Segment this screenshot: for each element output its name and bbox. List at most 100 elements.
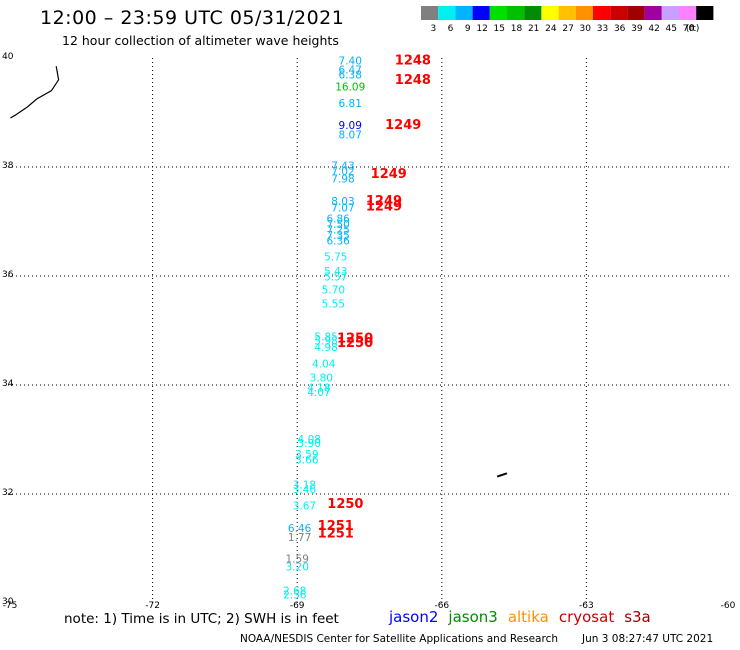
swh-value: 4.98 <box>314 342 337 354</box>
colorbar-label: 21 <box>528 24 539 34</box>
swh-value: 6.86 <box>326 214 350 226</box>
satellite-jason2: jason2 <box>389 608 439 626</box>
colorbar-label: 12 <box>476 24 487 34</box>
pass-time-label: 1250 <box>337 331 373 346</box>
lon-tick-label: -63 <box>579 601 594 611</box>
swh-value: 3.18 <box>293 480 316 492</box>
lat-tick-label: 40 <box>2 52 14 62</box>
credit-line: NOAA/NESDIS Center for Satellite Applica… <box>240 633 558 645</box>
satellite-legend: jason2 jason3 altika cryosat s3a <box>389 608 661 626</box>
colorbar-swatch <box>575 6 593 20</box>
coastline-bermuda <box>496 472 508 478</box>
colorbar-label: 33 <box>597 24 608 34</box>
footnote: note: 1) Time is in UTC; 2) SWH is in fe… <box>64 611 339 627</box>
colorbar-label: 45 <box>666 24 677 34</box>
swh-value: 3.90 <box>298 438 321 450</box>
swh-value: 3.59 <box>295 449 318 461</box>
swh-value: 3.20 <box>286 561 309 573</box>
colorbar-swatch <box>472 6 490 20</box>
lat-tick-label: 30 <box>2 597 14 607</box>
colorbar-swatch <box>696 6 714 20</box>
map-subtitle: 12 hour collection of altimeter wave hei… <box>62 33 339 48</box>
colorbar-swatch <box>644 6 662 20</box>
swh-value: 3.80 <box>310 373 333 385</box>
colorbar-label: 15 <box>494 24 505 34</box>
swh-value: 9.09 <box>339 120 362 132</box>
colorbar-label: 18 <box>511 24 523 34</box>
swh-value: 6.38 <box>339 70 362 82</box>
colorbar-label: 27 <box>562 24 573 34</box>
lon-tick-label: -69 <box>289 601 305 611</box>
satellite-cryosat: cryosat <box>558 608 615 626</box>
colorbar-swatch <box>541 6 559 20</box>
swh-value: 7.40 <box>339 56 362 68</box>
swh-value: 3.67 <box>293 500 316 512</box>
swh-value: 8.07 <box>339 130 362 142</box>
colorbar-label: 3 <box>430 24 436 34</box>
colorbar-label: 70 <box>683 24 695 34</box>
swh-value: 5.75 <box>324 252 347 264</box>
pass-time-label: 1251 <box>318 527 354 542</box>
pass-time-label: 1249 <box>366 194 402 209</box>
swh-value: 4.07 <box>307 387 330 399</box>
colorbar-swatch <box>661 6 679 20</box>
swh-value: 2.56 <box>283 590 307 602</box>
colorbar-label: 42 <box>648 24 659 34</box>
colorbar-label: 6 <box>448 24 454 34</box>
lat-tick-label: 38 <box>2 161 14 171</box>
pass-time-label: 1249 <box>366 200 402 215</box>
colorbar-label: 24 <box>545 24 557 34</box>
swh-value: 7.50 <box>326 219 349 231</box>
pass-time-label: 1248 <box>395 73 431 88</box>
colorbar-swatch <box>489 6 507 20</box>
pass-time-label: 1250 <box>337 336 373 351</box>
swh-value: 5.57 <box>324 271 347 283</box>
swh-value: 7.98 <box>331 173 354 185</box>
lon-tick-label: -72 <box>145 601 160 611</box>
swh-value: 6.36 <box>326 235 350 247</box>
pass-time-label: 1250 <box>327 497 363 512</box>
map-title: 12:00 – 23:59 UTC 05/31/2021 <box>40 7 345 29</box>
swh-value: 7.25 <box>326 224 349 236</box>
swh-value: 5.55 <box>322 299 345 311</box>
colorbar-swatch <box>438 6 456 20</box>
swh-value: 5.70 <box>322 284 345 296</box>
swh-value: 16.09 <box>335 82 365 94</box>
colorbar-swatch <box>679 6 697 20</box>
lat-tick-label: 32 <box>2 488 14 498</box>
lat-tick-label: 36 <box>2 270 14 280</box>
swh-value: 7.35 <box>326 230 349 242</box>
pass-time-label: 1251 <box>318 519 354 534</box>
colorbar-swatch <box>593 6 611 20</box>
swh-value: 7.02 <box>331 166 354 178</box>
colorbar-unit: (ft) <box>686 24 700 34</box>
satellite-jason3: jason3 <box>448 608 498 626</box>
swh-value: 1.77 <box>288 532 311 544</box>
swh-value: 7.43 <box>331 161 354 173</box>
colorbar-legend: 3 6 9 12 15 18 21 24 27 30 33 36 39 42 45 70(ft) <box>421 6 714 34</box>
colorbar-label: 30 <box>580 24 592 34</box>
colorbar-swatch <box>627 6 645 20</box>
colorbar-label: 39 <box>631 24 643 34</box>
swh-value: 6.81 <box>339 98 362 110</box>
swh-value: 6.46 <box>288 523 312 535</box>
swh-value: 3.66 <box>295 454 319 466</box>
credit-timestamp: Jun 3 08:27:47 UTC 2021 <box>582 633 714 645</box>
swh-value: 4.08 <box>298 434 321 446</box>
pass-time-label: 1248 <box>395 54 431 69</box>
pass-time-label: 1249 <box>385 118 421 133</box>
swh-value: 4.18 <box>307 383 330 395</box>
lat-tick-label: 34 <box>2 379 14 389</box>
satellite-s3a: s3a <box>624 608 651 626</box>
swh-value: 8.03 <box>331 196 354 208</box>
swh-value: 5.85 <box>314 331 337 343</box>
colorbar-swatch <box>421 6 439 20</box>
colorbar-label: 9 <box>465 24 471 34</box>
coastline-mainland <box>10 66 60 119</box>
swh-value: 1.59 <box>286 554 309 566</box>
swh-value: 5.98 <box>314 336 337 348</box>
swh-value: 5.43 <box>324 266 347 278</box>
colorbar-swatch <box>524 6 542 20</box>
swh-value: 7.07 <box>331 203 354 215</box>
